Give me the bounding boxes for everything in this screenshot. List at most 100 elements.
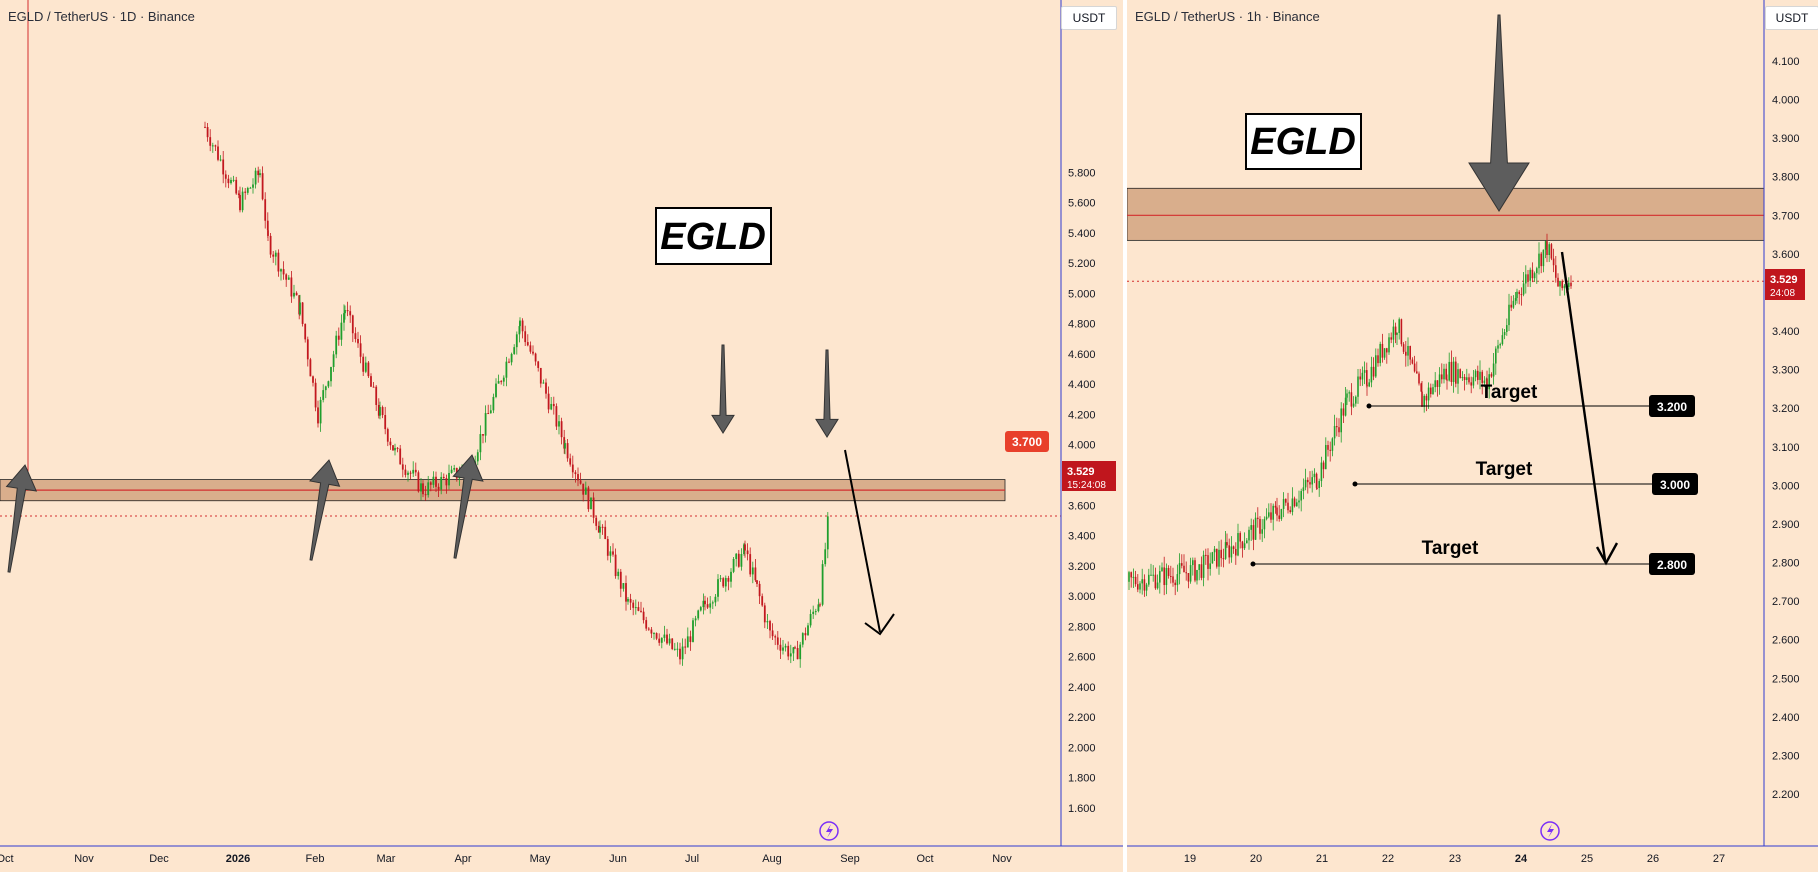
watermark-box: EGLD [1245, 113, 1362, 170]
candle-body [579, 480, 582, 484]
support-arrow-icon [5, 464, 38, 573]
candle-body [564, 443, 566, 449]
candle-body [1348, 392, 1350, 394]
candle-body [555, 406, 558, 427]
candle-body [711, 602, 714, 604]
candle-body [1370, 366, 1373, 383]
price-tick-label: 2.200 [1068, 712, 1096, 724]
candle-body [335, 335, 338, 355]
candle-body [1230, 546, 1233, 558]
candle-body [1481, 371, 1483, 383]
price-tick-label: 3.200 [1068, 561, 1096, 573]
candle-body [312, 376, 314, 383]
candle-body [1420, 383, 1422, 392]
candle-body [1141, 579, 1143, 584]
candle-body [658, 638, 661, 643]
hourly-chart-panel[interactable]: 4.1004.0003.9003.8003.7003.6003.5003.400… [1127, 0, 1818, 872]
candle-body [280, 269, 282, 272]
currency-unit-button[interactable]: USDT [1765, 6, 1818, 30]
watermark-text: EGLD [660, 216, 766, 258]
candle-body [1278, 515, 1280, 519]
target-line-2: Target 3.000 [1352, 459, 1698, 495]
candle-body [796, 648, 799, 660]
candle-body [1327, 445, 1329, 450]
candle-body [819, 604, 821, 606]
candle-body [1134, 576, 1137, 585]
candle-body [1468, 377, 1470, 383]
candle-body [1533, 273, 1536, 279]
candle-body [1379, 343, 1381, 364]
candle-body [1538, 253, 1540, 269]
candle-body [206, 127, 209, 138]
candle-body [547, 393, 550, 410]
target-label: Target [1422, 538, 1479, 559]
currency-unit-button[interactable]: USDT [1061, 6, 1117, 30]
candle-body [807, 625, 809, 636]
price-tick-label: 2.000 [1068, 742, 1096, 754]
candle-body [1398, 319, 1400, 333]
candle-body [681, 646, 684, 660]
candle-body [582, 483, 585, 495]
candle-body [1421, 391, 1423, 407]
last-price-tag: 3.529 15:24:08 [1062, 461, 1116, 491]
candle-body [359, 343, 362, 357]
candle-body [1311, 477, 1313, 485]
candle-body [259, 173, 261, 176]
time-tick-label: 27 [1713, 853, 1725, 865]
candle-body [417, 472, 420, 492]
candle-body [1248, 529, 1250, 541]
candle-body [706, 604, 709, 608]
candle-body [1436, 380, 1439, 387]
candle-body [349, 311, 352, 316]
candle-body [632, 602, 635, 608]
candle-body [1259, 518, 1261, 534]
candle-body [717, 579, 719, 597]
candle-body [304, 323, 307, 340]
candle-body [763, 605, 766, 623]
candle-body [362, 356, 365, 372]
candle-body [252, 184, 254, 188]
candle-body [526, 342, 529, 346]
candle-body [476, 452, 479, 462]
daily-chart-panel[interactable]: 5.800 5.600 5.400 5.200 5.000 4.800 4.600 4.400… [0, 0, 1123, 872]
candle-body [782, 647, 784, 651]
candle-body [545, 382, 547, 394]
lightning-icon[interactable] [819, 821, 839, 841]
candle-body [804, 633, 807, 636]
candle-body [267, 230, 269, 236]
time-tick-label: Nov [992, 853, 1012, 865]
projection-arrowhead [1595, 542, 1619, 566]
candle-body [595, 517, 598, 526]
candle-body [1423, 395, 1425, 407]
price-tick-label: 4.400 [1068, 379, 1096, 391]
candle-body [1218, 549, 1220, 567]
candle-body [1363, 370, 1366, 373]
candle-body [537, 361, 540, 368]
price-tick-label: 1.800 [1068, 773, 1096, 785]
hourly-chart-canvas[interactable]: 4.1004.0003.9003.8003.7003.6003.5003.400… [1127, 0, 1818, 872]
candle-body [224, 174, 227, 179]
candle-body [1207, 555, 1209, 569]
panel-divider[interactable] [1123, 0, 1127, 872]
candle-body [324, 386, 327, 391]
price-tick-label: 3.400 [1068, 531, 1096, 543]
candle-body [1563, 285, 1566, 289]
candle-body [794, 647, 796, 649]
candle-body [293, 292, 295, 297]
daily-chart-canvas[interactable]: 5.800 5.600 5.400 5.200 5.000 4.800 4.600 4.400… [0, 0, 1123, 872]
candle-body [668, 638, 671, 644]
lightning-icon[interactable] [1540, 821, 1560, 841]
candle-body [1130, 572, 1132, 578]
candle-body [1274, 505, 1277, 508]
candle-body [684, 646, 687, 648]
candle-body [1167, 567, 1170, 577]
candle-body [1154, 574, 1157, 589]
candle-body [448, 472, 450, 486]
candle-body [1472, 377, 1475, 386]
candle-body [1407, 345, 1409, 356]
candle-body [1202, 554, 1205, 578]
candle-body [592, 497, 595, 518]
candle-body [404, 469, 407, 475]
candle-body [354, 333, 357, 339]
candle-body [1220, 549, 1222, 559]
